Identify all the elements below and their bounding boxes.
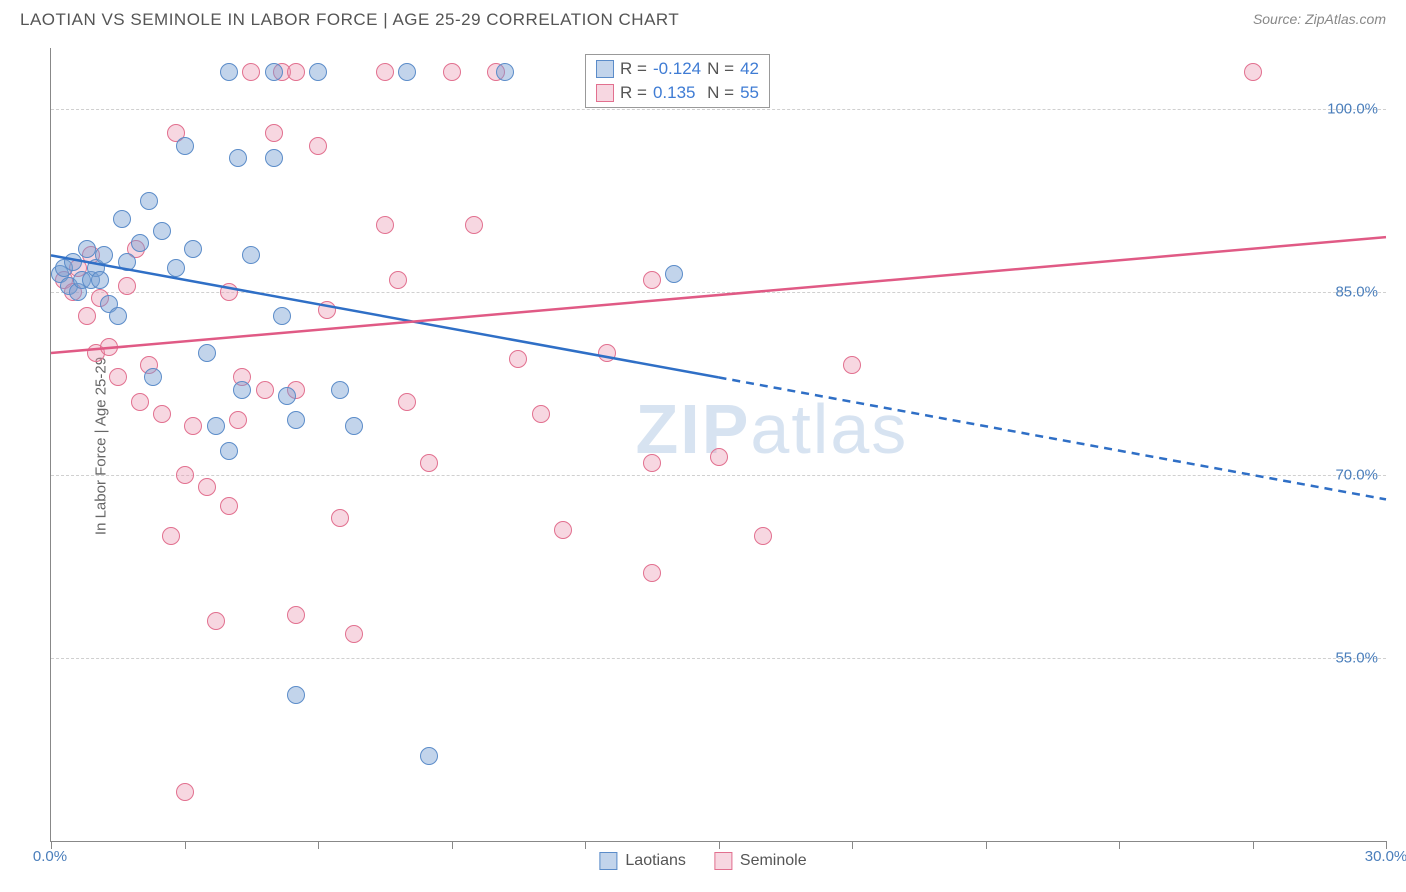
source: Source: ZipAtlas.com: [1253, 11, 1386, 29]
legend-label-seminole: Seminole: [740, 852, 807, 870]
legend-item-laotians: Laotians: [599, 852, 686, 870]
stat-n-value: 42: [740, 59, 759, 79]
source-prefix: Source:: [1253, 11, 1305, 27]
source-name: ZipAtlas.com: [1305, 11, 1386, 27]
x-tick-label: 30.0%: [1365, 848, 1406, 865]
chart-plot-area: ZIPatlas55.0%70.0%85.0%100.0%R =-0.124N …: [50, 48, 1386, 842]
chart-title: LAOTIAN VS SEMINOLE IN LABOR FORCE | AGE…: [20, 10, 679, 30]
legend: Laotians Seminole: [599, 852, 806, 870]
stat-r-value: -0.124: [653, 59, 701, 79]
stat-n-label: N =: [707, 83, 734, 103]
x-tick-label: 0.0%: [33, 848, 67, 865]
stat-r-label: R =: [620, 83, 647, 103]
legend-label-laotians: Laotians: [625, 852, 686, 870]
correlation-stat-box: R = -0.124 N = 42 R = 0.135 N = 55: [585, 54, 770, 108]
stat-n-value: 55: [740, 83, 759, 103]
legend-swatch-laotians: [599, 852, 617, 870]
trend-lines: [51, 48, 1386, 841]
stat-swatch: [596, 84, 614, 102]
legend-swatch-seminole: [714, 852, 732, 870]
legend-item-seminole: Seminole: [714, 852, 807, 870]
stat-n-label: N =: [707, 59, 734, 79]
stat-r-value: 0.135: [653, 83, 701, 103]
stat-swatch: [596, 60, 614, 78]
stat-r-label: R =: [620, 59, 647, 79]
